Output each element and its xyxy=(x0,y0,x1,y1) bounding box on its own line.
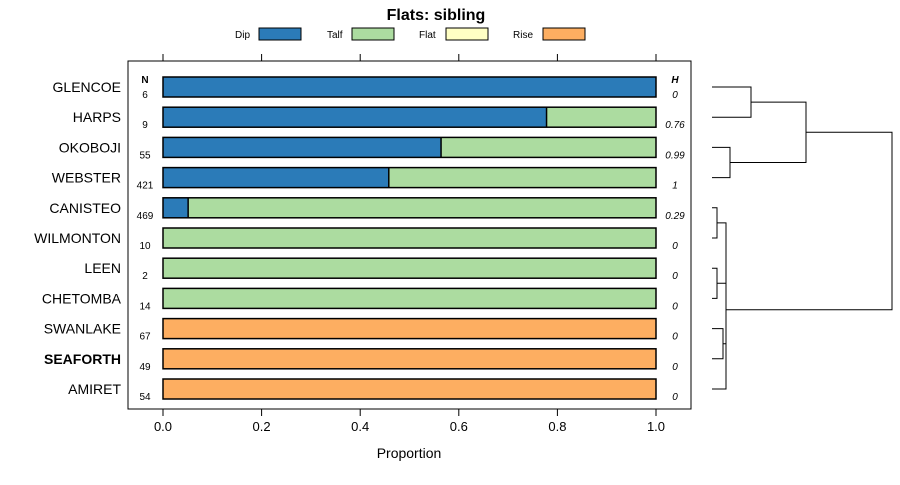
n-value: 469 xyxy=(137,211,154,222)
bar-segment-talf xyxy=(388,167,656,188)
n-value: 67 xyxy=(139,332,151,343)
row-label: LEEN xyxy=(84,260,121,276)
dendrogram xyxy=(712,86,893,390)
x-tick-label: 0.4 xyxy=(351,419,369,434)
legend-label-rise: Rise xyxy=(513,30,533,41)
bar-outline xyxy=(162,227,657,249)
x-tick-label: 0.8 xyxy=(548,419,566,434)
bar-segment-dip xyxy=(163,167,389,188)
legend: Dip Talf Flat Rise xyxy=(235,27,586,41)
row-label: CANISTEO xyxy=(49,200,121,216)
bar-segment-dip xyxy=(163,197,189,218)
row-label: CHETOMBA xyxy=(42,290,122,306)
bar-outline xyxy=(162,76,657,98)
x-tick-label: 0.2 xyxy=(253,419,271,434)
row-label: SEAFORTH xyxy=(44,351,121,367)
dendrogram-link xyxy=(712,146,731,179)
h-value: 0.76 xyxy=(665,120,685,131)
x-tick-label: 0.6 xyxy=(450,419,468,434)
dendrogram-link xyxy=(712,207,718,239)
legend-label-talf: Talf xyxy=(327,30,343,41)
h-column-header: H xyxy=(671,75,679,86)
bar-outline xyxy=(162,136,657,159)
n-value: 9 xyxy=(142,120,148,131)
row-label: SWANLAKE xyxy=(44,321,121,337)
bar-segment-talf xyxy=(163,288,656,309)
bar-segment-talf xyxy=(188,197,656,218)
legend-swatch-talf xyxy=(351,27,395,41)
dendrogram-link xyxy=(712,86,752,118)
dendrogram-link xyxy=(712,328,724,360)
h-value: 0 xyxy=(672,332,678,343)
h-value: 0 xyxy=(672,241,678,252)
n-value: 49 xyxy=(139,362,151,373)
bar-segment-dip xyxy=(163,107,547,128)
bar-outline xyxy=(162,378,657,400)
h-value: 1 xyxy=(672,181,678,192)
row-label: WILMONTON xyxy=(34,230,121,246)
n-value: 54 xyxy=(139,392,151,403)
legend-swatch-rise xyxy=(542,27,586,41)
h-value: 0.29 xyxy=(665,211,685,222)
n-column-header: N xyxy=(141,75,148,86)
dendrogram-link xyxy=(726,131,893,311)
legend-swatch-flat xyxy=(445,27,489,41)
bar-outline xyxy=(162,257,657,279)
bar-segment-rise xyxy=(163,379,656,399)
h-value: 0.99 xyxy=(665,150,685,161)
h-value: 0 xyxy=(672,301,678,312)
bar-segment-dip xyxy=(163,77,656,97)
row-label: HARPS xyxy=(73,109,121,125)
n-value: 55 xyxy=(139,150,151,161)
h-value: 0 xyxy=(672,271,678,282)
n-value: 14 xyxy=(139,301,151,312)
dendrogram-link xyxy=(730,101,807,163)
bar-outline xyxy=(162,287,657,310)
row-label: OKOBOJI xyxy=(59,139,121,155)
n-value: 6 xyxy=(142,90,148,101)
legend-swatch-dip xyxy=(258,27,302,41)
bar-outline xyxy=(162,197,657,219)
x-axis-title: Proportion xyxy=(377,445,442,461)
x-tick-label: 1.0 xyxy=(647,419,665,434)
bar-outline xyxy=(162,166,657,189)
h-value: 0 xyxy=(672,362,678,373)
h-value: 0 xyxy=(672,90,678,101)
bar-segment-talf xyxy=(163,228,656,248)
h-value: 0 xyxy=(672,392,678,403)
bar-outline xyxy=(162,317,657,340)
x-tick-label: 0.0 xyxy=(154,419,172,434)
legend-label-dip: Dip xyxy=(235,30,250,41)
bar-segment-talf xyxy=(163,258,656,279)
bar-rows: GLENCOE 6 0 HARPS 9 0.76 OKOBOJI 55 0.99 WEBSTER 4… xyxy=(34,76,685,403)
chart-title: Flats: sibling xyxy=(387,7,486,24)
bar-outline xyxy=(162,348,657,370)
legend-label-flat: Flat xyxy=(419,30,436,41)
bar-segment-talf xyxy=(546,107,656,128)
bar-segment-dip xyxy=(163,137,442,158)
n-value: 10 xyxy=(139,241,151,252)
row-label: AMIRET xyxy=(68,381,121,397)
x-axis: 0.0 0.2 0.4 0.6 0.8 1.0 xyxy=(154,54,665,434)
dendrogram-link xyxy=(717,222,727,284)
dendrogram-link xyxy=(712,267,718,299)
n-value: 421 xyxy=(137,181,154,192)
bar-segment-rise xyxy=(163,348,656,369)
dendrogram-link xyxy=(712,343,727,390)
bar-segment-rise xyxy=(163,318,656,339)
bar-segment-talf xyxy=(441,137,656,158)
n-value: 2 xyxy=(142,271,148,282)
bar-outline xyxy=(162,106,657,128)
row-label: GLENCOE xyxy=(53,79,121,95)
row-label: WEBSTER xyxy=(52,170,121,186)
